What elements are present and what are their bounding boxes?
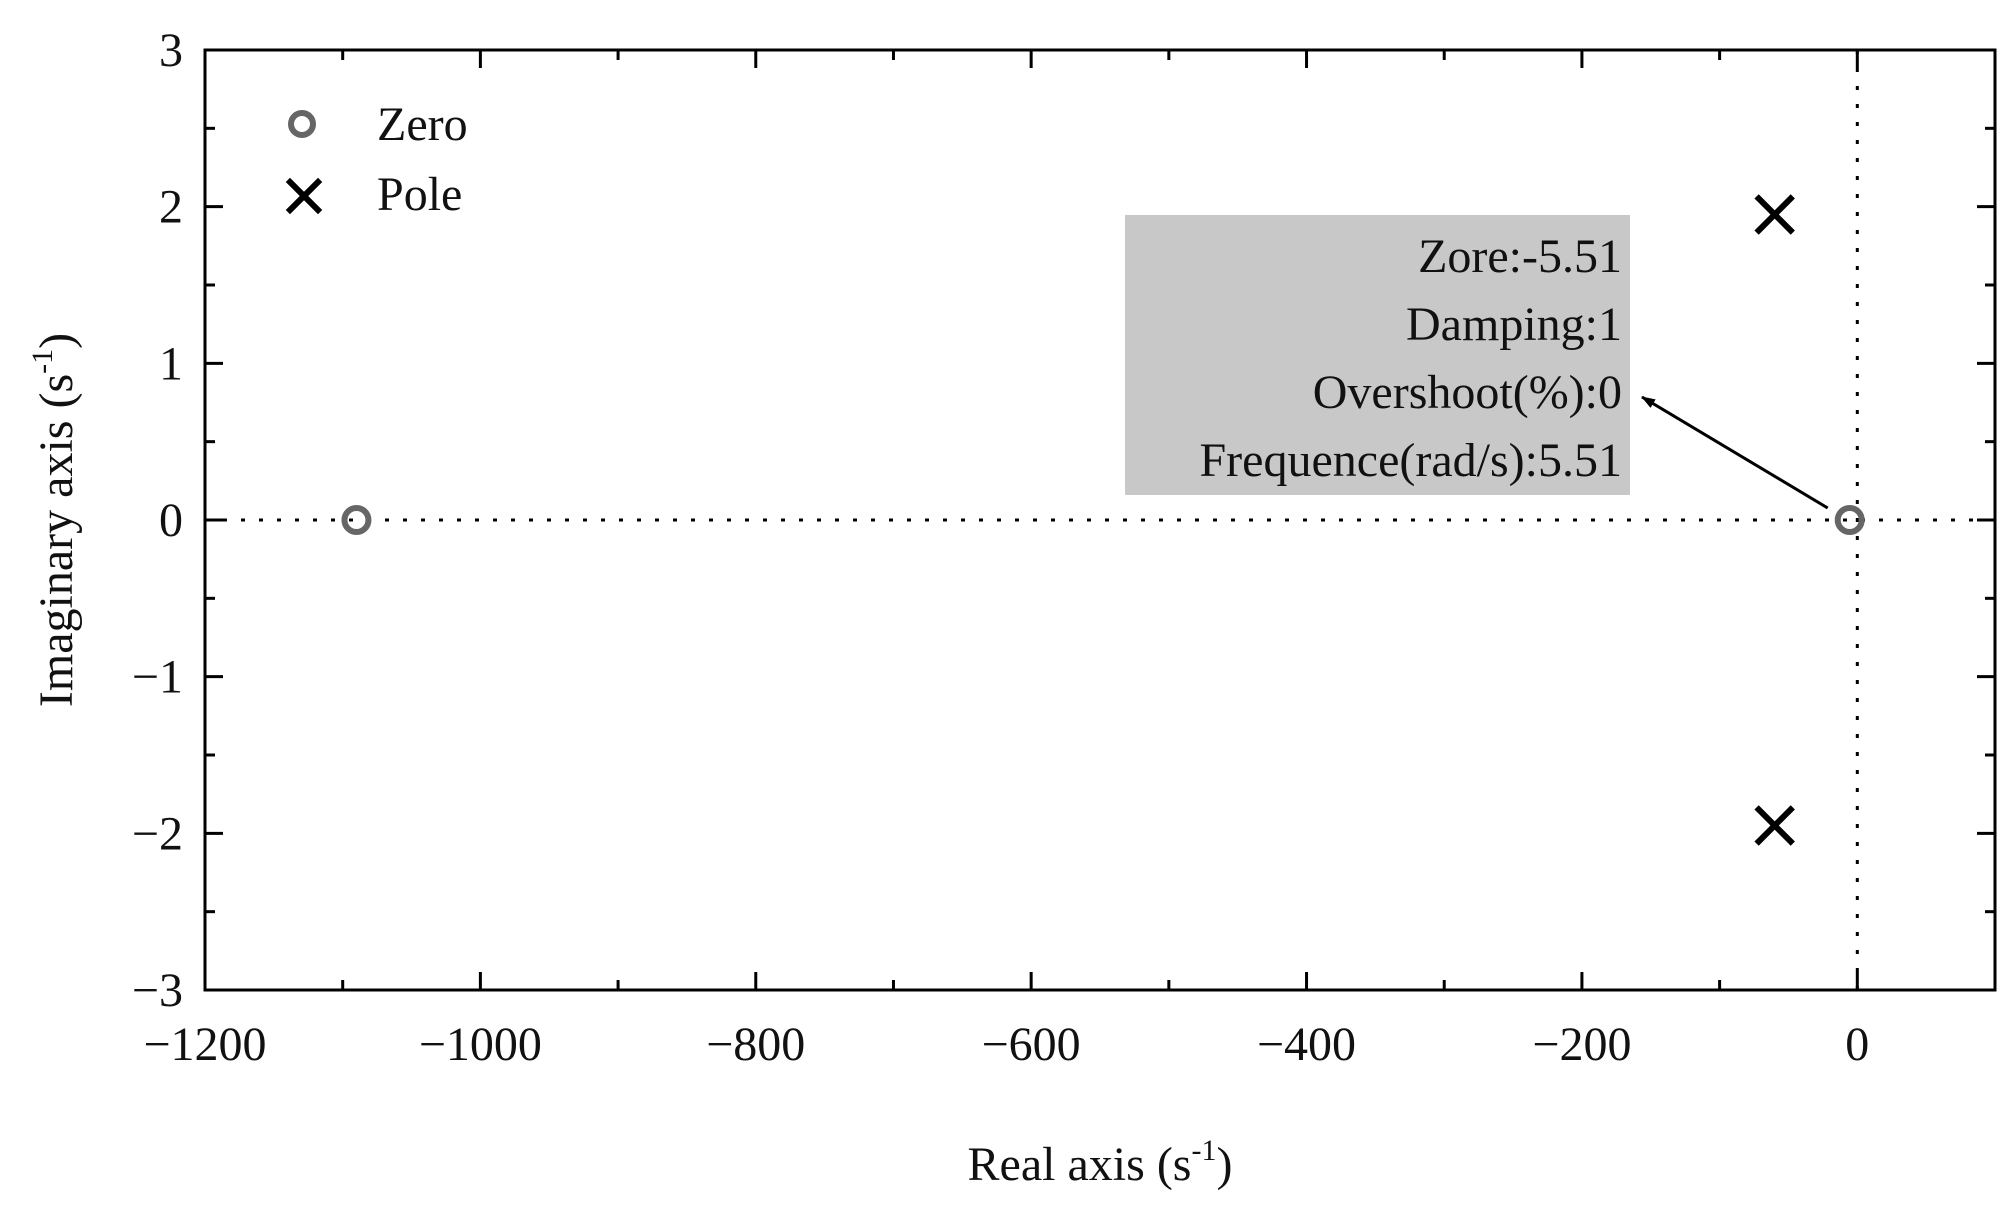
annotation-line-frequency: Frequence(rad/s):5.51 [1199,434,1622,487]
pole-marker [1754,194,1795,235]
y-tick-label: 2 [159,181,183,234]
y-axis-title: Imaginary axis (s-1) [26,333,83,707]
annotation-line-damping: Damping:1 [1406,298,1622,351]
legend: Zero Pole [285,98,468,221]
legend-pole-label: Pole [377,168,462,221]
data-marks [341,194,1865,846]
legend-pole-marker [285,177,323,215]
y-tick-label: 0 [159,494,183,547]
y-tick-label: −2 [132,807,183,860]
y-tick-label: −1 [132,651,183,704]
pole-marker-stroke [1754,805,1795,846]
zero-marker [341,505,372,535]
reference-lines [205,50,1995,990]
axis-tick-labels: −1200 −1000 −800 −600 −400 −200 0 3 2 1 0 −1 −2 −3 [132,24,1869,1071]
x-tick-label: −200 [1532,1018,1631,1071]
x-tick-label: −400 [1257,1018,1356,1071]
plot-frame [203,48,1997,992]
x-tick-label: −600 [982,1018,1081,1071]
x-tick-label: −800 [706,1018,805,1071]
pole-marker-stroke [1754,194,1795,235]
axis-ticks [203,48,1997,992]
annotation-line-overshoot: Overshoot(%):0 [1313,366,1622,419]
zero-marker [1834,505,1865,535]
legend-zero-label: Zero [377,98,468,151]
legend-zero-marker [288,110,316,138]
x-tick-label: 0 [1845,1018,1869,1071]
y-tick-label: 1 [159,337,183,390]
x-axis-title: Real axis (s-1) [968,1134,1233,1191]
y-tick-label: 3 [159,24,183,77]
x-tick-label: −1000 [419,1018,542,1071]
annotation-line-zero: Zore:-5.51 [1418,230,1622,283]
annotation-arrow [1641,395,1829,510]
pole-marker [1754,805,1795,846]
annotation-box-group: Zore:-5.51 Damping:1 Overshoot(%):0 Freq… [1125,215,1829,510]
y-tick-label: −3 [132,964,183,1017]
x-tick-label: −1200 [143,1018,266,1071]
annotation-box [1125,215,1630,495]
